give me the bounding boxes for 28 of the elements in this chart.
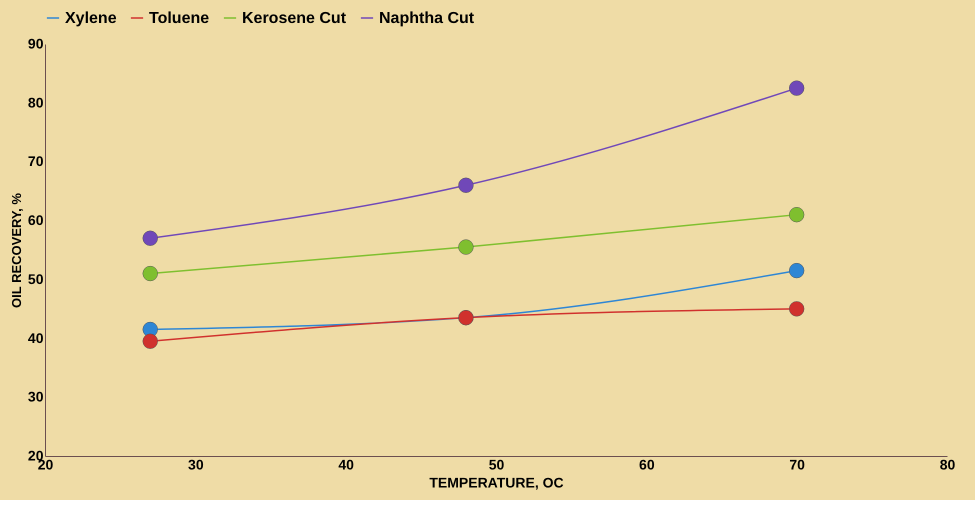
point <box>789 207 804 222</box>
x-tick-label: 80 <box>940 456 956 472</box>
y-axis-title: OIL RECOVERY, % <box>8 192 24 308</box>
point <box>789 301 804 317</box>
x-tick-label: 50 <box>488 456 504 472</box>
point <box>458 239 474 255</box>
y-tick-label: 60 <box>28 212 44 228</box>
x-tick-label: 70 <box>789 456 806 472</box>
y-tick-label: 80 <box>28 94 44 110</box>
legend-label: Xylene <box>65 10 117 27</box>
y-tick-label: 50 <box>28 270 44 287</box>
point <box>789 80 804 96</box>
point <box>142 230 158 246</box>
y-tick-label: 30 <box>28 388 44 405</box>
x-tick-label: 30 <box>188 456 204 472</box>
legend-label: Kerosene Cut <box>242 10 347 27</box>
point <box>142 266 158 282</box>
point <box>789 262 804 278</box>
x-tick-label: 60 <box>639 456 655 472</box>
point <box>458 178 474 193</box>
x-tick-label: 40 <box>338 456 354 472</box>
y-tick-label: 90 <box>28 36 44 52</box>
y-tick-label: 70 <box>28 153 44 170</box>
legend-label: Naphtha Cut <box>379 10 475 27</box>
point <box>142 334 158 349</box>
x-axis-title: TEMPERATURE, OC <box>429 474 564 490</box>
legend-label: Toluene <box>149 10 210 27</box>
y-tick-label: 40 <box>28 330 44 346</box>
